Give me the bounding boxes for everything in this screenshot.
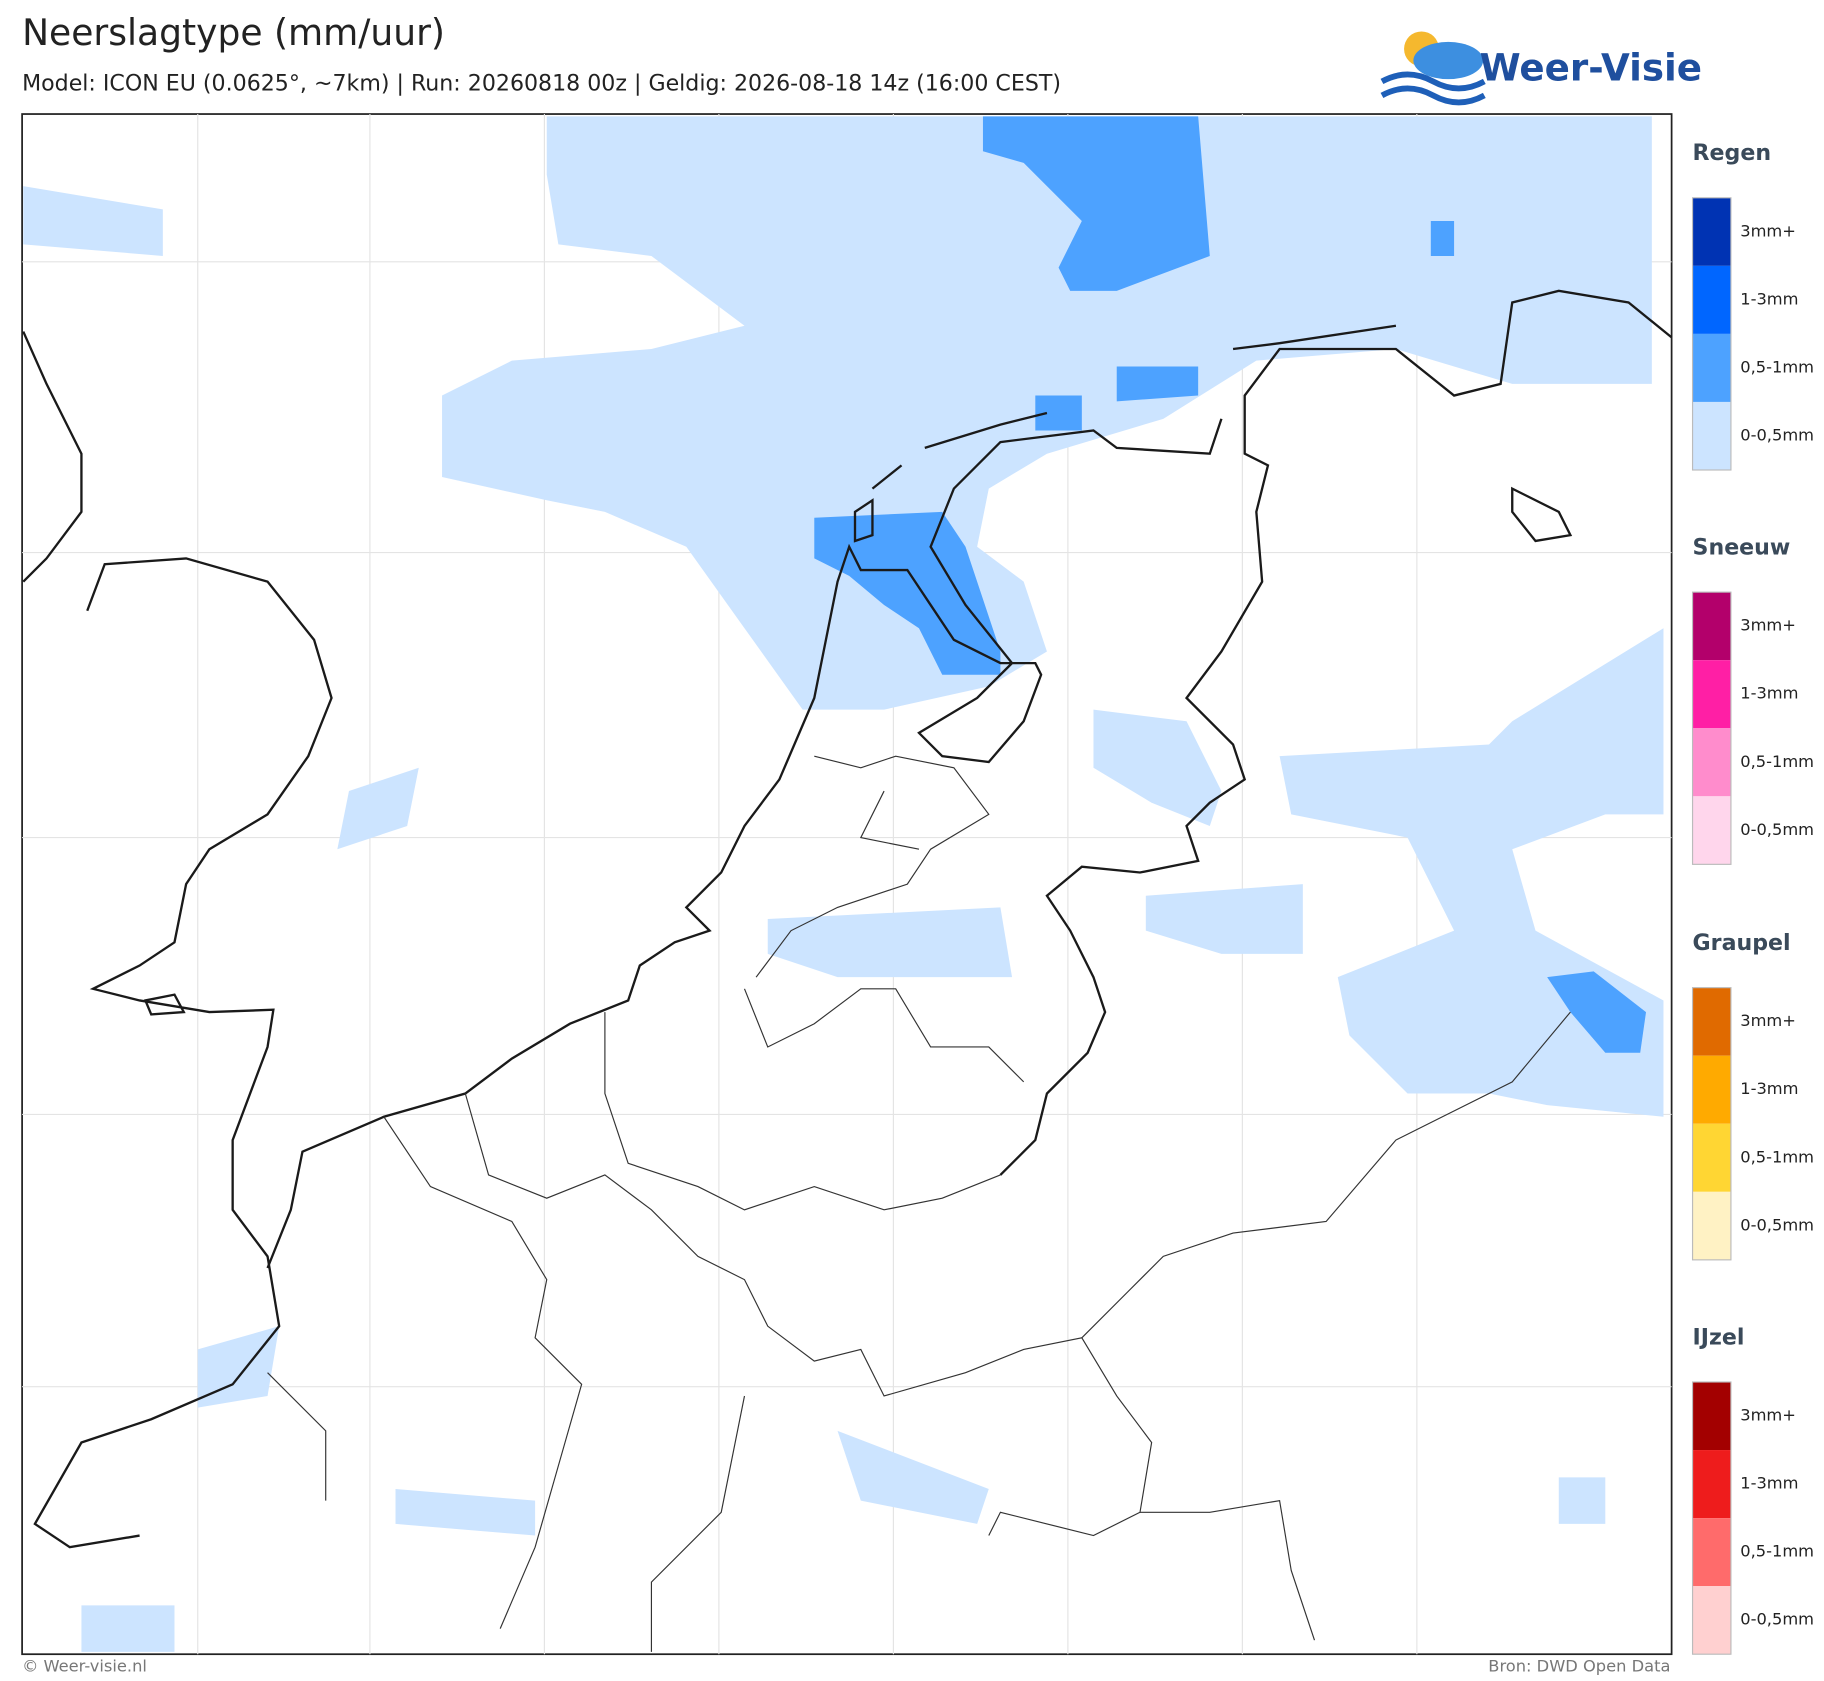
legend-swatch bbox=[1692, 401, 1731, 470]
legend-label: 0,5-1mm bbox=[1740, 1147, 1814, 1166]
legend-swatch bbox=[1692, 1382, 1731, 1451]
legend-swatch bbox=[1692, 592, 1731, 661]
legend-frame bbox=[1691, 987, 1732, 1261]
legend-frame bbox=[1691, 1381, 1732, 1655]
legend-label: 0,5-1mm bbox=[1740, 357, 1814, 376]
legend-label: 1-3mm bbox=[1740, 1474, 1798, 1493]
legend-swatch bbox=[1692, 1450, 1731, 1519]
legend-swatch bbox=[1692, 728, 1731, 797]
legend-label: 1-3mm bbox=[1740, 684, 1798, 703]
legend-label: 3mm+ bbox=[1740, 221, 1796, 240]
legend-label: 1-3mm bbox=[1740, 1079, 1798, 1098]
logo-text: Weer-Visie bbox=[1480, 45, 1702, 89]
legend-swatch bbox=[1692, 987, 1731, 1056]
legend-frame bbox=[1691, 591, 1732, 865]
map bbox=[21, 113, 1673, 1656]
subtitle: Model: ICON EU (0.0625°, ~7km) | Run: 20… bbox=[22, 70, 1061, 96]
legend: Regen 3mm+ 1-3mm 0,5-1mm 0-0,5mm Sneeuw 3mm+ 1-… bbox=[1691, 140, 1814, 1655]
legend-label: 0-0,5mm bbox=[1740, 1215, 1814, 1234]
legend-swatch bbox=[1692, 197, 1731, 266]
legend-swatch bbox=[1692, 1586, 1731, 1655]
legend-swatch bbox=[1692, 1518, 1731, 1587]
legend-swatch bbox=[1692, 1055, 1731, 1124]
precipitation-heavy bbox=[814, 116, 1647, 1053]
legend-label: 0,5-1mm bbox=[1740, 1542, 1814, 1561]
legend-label: 0,5-1mm bbox=[1740, 752, 1814, 771]
borders bbox=[267, 755, 1571, 1652]
legend-label: 3mm+ bbox=[1740, 1011, 1796, 1030]
legend-swatch bbox=[1692, 660, 1731, 729]
legend-frame bbox=[1691, 197, 1732, 471]
legend-title: Graupel bbox=[1693, 930, 1791, 956]
legend-label: 0-0,5mm bbox=[1740, 1610, 1814, 1629]
legend-label: 0-0,5mm bbox=[1740, 425, 1814, 444]
graticule bbox=[22, 114, 1672, 1655]
legend-swatch bbox=[1692, 265, 1731, 334]
legend-swatch bbox=[1692, 1123, 1731, 1192]
legend-title: Regen bbox=[1693, 140, 1772, 166]
title: Neerslagtype (mm/uur) bbox=[22, 12, 445, 54]
legend-swatch bbox=[1692, 1191, 1731, 1260]
coastlines bbox=[22, 289, 1673, 1549]
source: Bron: DWD Open Data bbox=[1488, 1657, 1670, 1676]
copyright: © Weer-visie.nl bbox=[22, 1657, 147, 1676]
legend-swatch bbox=[1692, 796, 1731, 865]
legend-title: IJzel bbox=[1693, 1324, 1745, 1350]
legend-swatch bbox=[1692, 333, 1731, 402]
logo: Weer-Visie bbox=[1380, 31, 1702, 106]
legend-label: 0-0,5mm bbox=[1740, 820, 1814, 839]
legend-title: Sneeuw bbox=[1693, 534, 1791, 560]
legend-label: 3mm+ bbox=[1740, 1406, 1796, 1425]
legend-label: 1-3mm bbox=[1740, 289, 1798, 308]
legend-label: 3mm+ bbox=[1740, 616, 1796, 635]
